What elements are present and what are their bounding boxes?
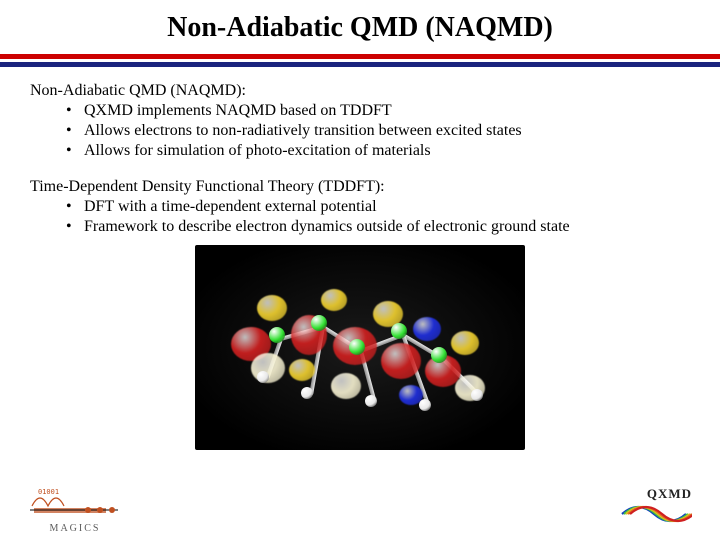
bullet-item: Allows for simulation of photo-excitatio…	[66, 141, 690, 161]
atom	[365, 395, 377, 407]
atom	[419, 399, 431, 411]
atom	[257, 371, 269, 383]
bullet-item: Allows electrons to non-radiatively tran…	[66, 121, 690, 141]
molecular-orbital-figure	[195, 245, 525, 450]
bullet-item: DFT with a time-dependent external poten…	[66, 197, 690, 217]
content-area: Non-Adiabatic QMD (NAQMD): QXMD implemen…	[0, 67, 720, 450]
orbital-lobe	[257, 295, 287, 321]
orbital-lobe	[331, 373, 361, 399]
section2-header: Time-Dependent Density Functional Theory…	[30, 177, 690, 197]
slide-title: Non-Adiabatic QMD (NAQMD)	[0, 0, 720, 50]
title-divider	[0, 54, 720, 67]
section2-bullets: DFT with a time-dependent external poten…	[30, 197, 690, 237]
orbital-lobe	[413, 317, 441, 341]
orbital-lobe	[451, 331, 479, 355]
atom	[301, 387, 313, 399]
atom	[471, 389, 483, 401]
atom	[349, 339, 365, 355]
atom	[431, 347, 447, 363]
orbital-lobe	[381, 343, 421, 379]
orbital-lobe	[321, 289, 347, 311]
bullet-item: QXMD implements NAQMD based on TDDFT	[66, 101, 690, 121]
atom	[391, 323, 407, 339]
qxmd-logo-text: QXMD	[614, 486, 692, 502]
bullet-item: Framework to describe electron dynamics …	[66, 217, 690, 237]
atom	[311, 315, 327, 331]
svg-text:01001: 01001	[38, 488, 59, 496]
orbital-lobe	[289, 359, 315, 381]
magics-logo-text: MAGICS	[30, 523, 120, 534]
atom	[269, 327, 285, 343]
section1-header: Non-Adiabatic QMD (NAQMD):	[30, 81, 690, 101]
footer: 01001 MAGICS QXMD	[0, 482, 720, 532]
section1-bullets: QXMD implements NAQMD based on TDDFT All…	[30, 101, 690, 161]
magics-logo: 01001 MAGICS	[30, 486, 120, 528]
qxmd-logo: QXMD	[614, 486, 692, 526]
qxmd-waves-icon	[614, 502, 692, 526]
